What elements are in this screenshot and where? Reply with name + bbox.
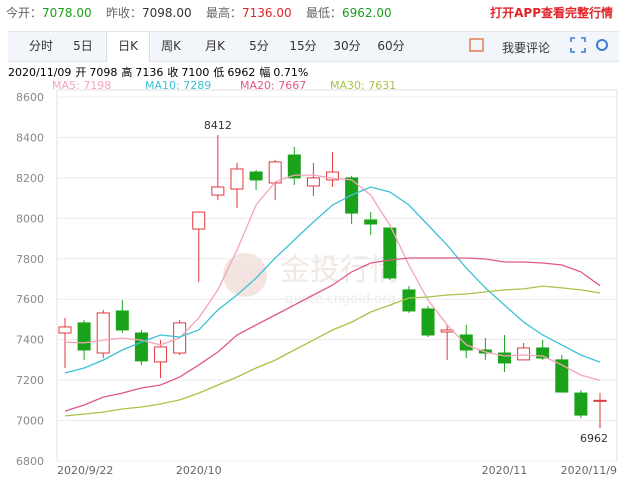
quote-value: 6962.00 <box>342 6 392 20</box>
candle-body <box>440 329 454 333</box>
app-link[interactable]: 打开APP查看完整行情 <box>490 6 613 20</box>
info-line: 2020/11/09 开 7098 高 7136 收 7100 低 6962 幅 0.71% <box>8 65 308 79</box>
tab[interactable]: 15分 <box>289 39 317 53</box>
info-value: 6962 <box>227 66 255 79</box>
candle-body <box>58 326 72 334</box>
tab[interactable]: 日K <box>106 32 150 62</box>
tab[interactable]: 分时 <box>28 39 53 53</box>
candle-body <box>249 171 263 181</box>
ma-line <box>64 257 601 412</box>
candle-body <box>593 399 607 402</box>
info-value: 7136 <box>135 66 163 79</box>
quote-label: 今开： <box>6 6 43 20</box>
candle-body <box>517 347 531 361</box>
info-value: 0.71% <box>273 66 308 79</box>
y-tick-label: 7400 <box>16 334 44 347</box>
quote-item: 最高：7136.00 <box>206 4 292 21</box>
candle-body <box>287 154 301 179</box>
ma-line <box>64 186 601 374</box>
candle-body <box>383 227 397 279</box>
candle-body <box>364 219 378 225</box>
y-tick-label: 8200 <box>16 172 44 185</box>
x-tick-label: 2020/10 <box>176 464 222 477</box>
quote-item: 最低：6962.00 <box>306 4 392 21</box>
y-tick-label: 7600 <box>16 293 44 306</box>
candle-body <box>192 211 206 230</box>
y-tick-label: 8000 <box>16 212 44 225</box>
quote-item: 今开：7078.00 <box>6 4 92 21</box>
quote-label: 最低： <box>306 6 343 20</box>
x-tick-label: 2020/11/9 <box>561 464 617 477</box>
low-annotation: 6962 <box>580 432 608 445</box>
candle-body <box>115 310 129 331</box>
info-label: 开 <box>75 66 86 79</box>
info-label: 幅 <box>259 66 270 79</box>
comment-button[interactable]: 我要评论 <box>502 41 551 55</box>
quote-value: 7098.00 <box>142 6 192 20</box>
candle-body <box>555 359 569 393</box>
watermark-brand: 金投行情 <box>280 253 400 288</box>
info-label: 高 <box>121 65 132 79</box>
x-tick-label: 2020/9/22 <box>57 464 113 477</box>
legend-entry: MA30: 7631 <box>330 79 396 92</box>
candle-body <box>268 161 282 184</box>
info-date: 2020/11/09 <box>8 66 71 79</box>
candle-body <box>402 289 416 312</box>
quote-item: 昨收：7098.00 <box>106 4 192 21</box>
y-tick-label: 8600 <box>16 91 44 104</box>
quote-bar: 打开APP查看完整行情 今开：7078.00 昨收：7098.00 最高：7136.… <box>0 0 619 24</box>
plot-frame <box>56 89 618 462</box>
y-tick-label: 7200 <box>16 374 44 387</box>
candle-body <box>230 168 244 190</box>
legend-entry: MA10: 7289 <box>145 79 211 92</box>
legend-entry: MA5: 7198 <box>52 79 111 92</box>
watermark: 金投行情 quote.cngold.org <box>223 253 400 307</box>
quote-value: 7136.00 <box>242 6 292 20</box>
info-label: 低 <box>213 66 224 79</box>
candle-body <box>421 308 435 336</box>
info-value: 7100 <box>181 66 209 79</box>
ma-line <box>64 174 601 382</box>
legend-entry: MA20: 7667 <box>240 79 306 92</box>
tab[interactable]: 5日 <box>73 39 93 53</box>
candle-body <box>345 177 359 214</box>
candle-body <box>173 322 187 354</box>
watermark-site: quote.cngold.org <box>285 292 396 307</box>
x-tick-label: 2020/11 <box>482 464 528 477</box>
candle-body <box>574 392 588 416</box>
info-label: 收 <box>167 65 178 79</box>
y-tick-label: 7000 <box>16 415 44 428</box>
ma-line <box>64 285 601 417</box>
candle-body <box>154 346 168 363</box>
tab-bar: 我要评论 分时 5日 日K 周K 月K 5分 15分 30分 60分 <box>8 31 619 62</box>
tab[interactable]: 30分 <box>333 39 361 53</box>
high-annotation: 8412 <box>204 119 232 132</box>
quote-label: 昨收： <box>106 6 143 20</box>
candle-body <box>96 312 110 354</box>
candle-body <box>459 334 473 351</box>
info-value: 7098 <box>89 66 117 79</box>
quote-value: 7078.00 <box>42 6 92 20</box>
candle-body <box>211 186 225 196</box>
candle-body <box>497 352 511 364</box>
candle-body <box>536 347 550 359</box>
y-tick-label: 8400 <box>16 131 44 144</box>
candle-body <box>134 332 148 362</box>
candle-body <box>326 171 339 181</box>
candle-body <box>478 349 492 354</box>
y-tick-label: 6800 <box>16 455 44 468</box>
candle-body <box>77 322 91 351</box>
tab[interactable]: 60分 <box>377 39 405 53</box>
candle-body <box>306 177 320 187</box>
tab[interactable]: 5分 <box>249 39 269 53</box>
tab[interactable]: 周K <box>161 39 181 53</box>
tab[interactable]: 月K <box>205 39 225 53</box>
y-tick-label: 7800 <box>16 253 44 266</box>
quote-label: 最高： <box>206 6 243 20</box>
